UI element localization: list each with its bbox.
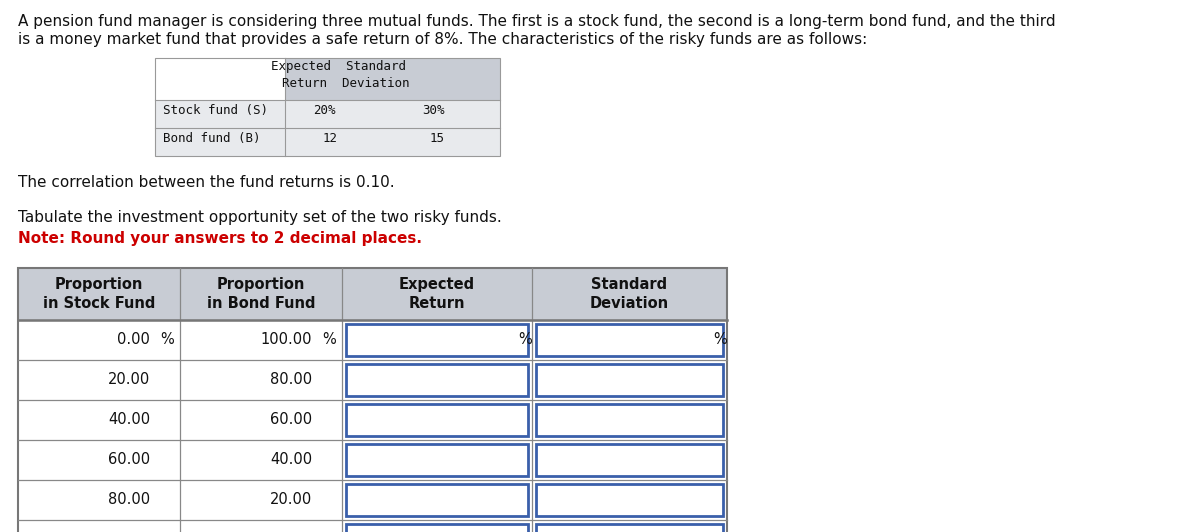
Bar xyxy=(155,58,500,156)
Text: 20%: 20% xyxy=(313,104,336,117)
Text: Bond fund (B): Bond fund (B) xyxy=(163,132,260,145)
Text: %: % xyxy=(160,332,174,347)
Text: Tabulate the investment opportunity set of the two risky funds.: Tabulate the investment opportunity set … xyxy=(18,210,502,225)
Text: 0.00: 0.00 xyxy=(118,332,150,347)
Text: The correlation between the fund returns is 0.10.: The correlation between the fund returns… xyxy=(18,175,395,190)
Bar xyxy=(536,484,722,516)
Bar xyxy=(536,444,722,476)
Text: %: % xyxy=(322,332,336,347)
Bar xyxy=(346,364,528,396)
Text: Stock fund (S): Stock fund (S) xyxy=(163,104,268,117)
Bar xyxy=(155,100,500,128)
Text: %: % xyxy=(518,332,532,347)
Bar xyxy=(346,444,528,476)
Bar xyxy=(18,360,727,400)
Bar xyxy=(536,364,722,396)
Bar xyxy=(18,480,727,520)
Text: 60.00: 60.00 xyxy=(108,453,150,468)
Bar xyxy=(346,524,528,532)
Bar xyxy=(536,404,722,436)
Text: Expected  Standard
  Return  Deviation: Expected Standard Return Deviation xyxy=(268,60,409,90)
Bar xyxy=(536,524,722,532)
Text: Proportion
in Stock Fund: Proportion in Stock Fund xyxy=(43,277,155,311)
Bar xyxy=(286,58,500,100)
Bar xyxy=(346,324,528,356)
Text: 40.00: 40.00 xyxy=(270,453,312,468)
Bar xyxy=(18,320,727,360)
Text: 80.00: 80.00 xyxy=(108,493,150,508)
Text: %: % xyxy=(713,332,727,347)
Bar xyxy=(18,520,727,532)
Text: 20.00: 20.00 xyxy=(270,493,312,508)
Text: 60.00: 60.00 xyxy=(270,412,312,428)
Text: 30%: 30% xyxy=(422,104,444,117)
Text: is a money market fund that provides a safe return of 8%. The characteristics of: is a money market fund that provides a s… xyxy=(18,32,868,47)
Text: 80.00: 80.00 xyxy=(270,372,312,387)
Bar xyxy=(18,268,727,320)
Text: 40.00: 40.00 xyxy=(108,412,150,428)
Text: 12: 12 xyxy=(323,132,338,145)
Bar xyxy=(18,400,727,440)
Text: Proportion
in Bond Fund: Proportion in Bond Fund xyxy=(206,277,316,311)
Bar xyxy=(346,484,528,516)
Text: Note: Round your answers to 2 decimal places.: Note: Round your answers to 2 decimal pl… xyxy=(18,231,422,246)
Bar xyxy=(346,404,528,436)
Text: Expected
Return: Expected Return xyxy=(398,277,475,311)
Text: 20.00: 20.00 xyxy=(108,372,150,387)
Bar xyxy=(155,128,500,156)
Text: A pension fund manager is considering three mutual funds. The first is a stock f: A pension fund manager is considering th… xyxy=(18,14,1056,29)
Text: Standard
Deviation: Standard Deviation xyxy=(590,277,670,311)
Bar xyxy=(536,324,722,356)
Bar xyxy=(18,268,727,532)
Bar xyxy=(18,440,727,480)
Text: 100.00: 100.00 xyxy=(260,332,312,347)
Text: 15: 15 xyxy=(430,132,445,145)
